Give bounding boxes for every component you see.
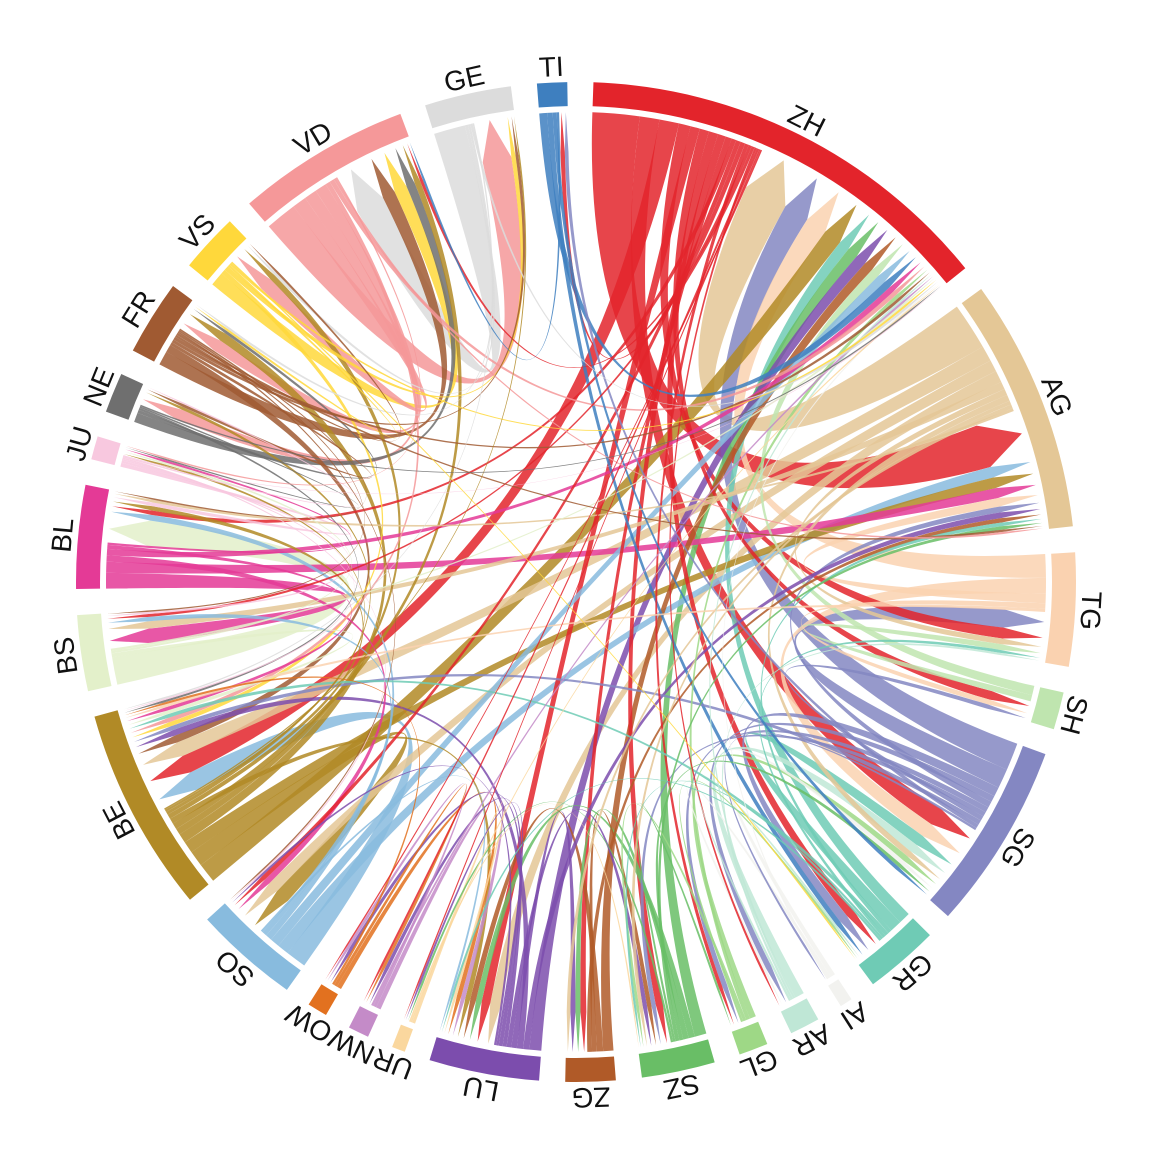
chord-SO-ZH (270, 250, 910, 946)
sector-arc-GL (731, 1021, 768, 1055)
chord-VD-VS (237, 197, 427, 412)
chord-SH-TG (801, 623, 1041, 702)
sector-arc-BS (77, 613, 112, 692)
sector-label-SZ: SZ (661, 1068, 702, 1106)
chord-ZH-SG (630, 116, 970, 839)
sector-arc-TI (536, 82, 568, 108)
sector-arc-OW (308, 984, 338, 1015)
sector-arc-SO (207, 903, 301, 990)
chord-VD-AG (333, 178, 1043, 539)
sector-label-TG: TG (1074, 590, 1107, 631)
sector-ring (76, 82, 1077, 1082)
chord-BE-SO (191, 731, 408, 926)
sector-arc-FR (132, 286, 193, 362)
chord-TG-AG (803, 494, 1046, 604)
chord-ZH-AG (591, 112, 1022, 489)
sector-arc-BL (76, 484, 110, 590)
sector-arc-SG (930, 745, 1046, 917)
chord-JU-BL (113, 462, 352, 535)
chord-NW-OW (327, 783, 467, 1008)
sector-arc-ZG (565, 1056, 616, 1082)
sector-arc-VS (189, 221, 247, 281)
sector-arc-AR (780, 998, 819, 1034)
chord-LU-ZG (511, 811, 576, 1052)
sector-arc-SH (1030, 687, 1064, 730)
chord-VS-GE (224, 117, 524, 398)
sector-label-TI: TI (538, 51, 564, 83)
chord-ZH-LU (477, 126, 700, 1042)
chord-BS-BL (109, 520, 350, 685)
sector-arc-JU (91, 436, 121, 466)
chord-VD-JU (126, 177, 422, 486)
chord-GR-BE (129, 680, 889, 936)
chord-GE-VD (350, 125, 501, 373)
sector-arc-TG (1045, 552, 1077, 667)
chord-AG-ZH (698, 160, 983, 432)
chord-AI-AR (686, 782, 831, 1005)
sector-arc-AG (961, 289, 1073, 529)
sector-label-BL: BL (45, 517, 79, 554)
sector-arc-SZ (638, 1039, 715, 1078)
sector-arc-AI (828, 979, 852, 1007)
chord-SO-BE (159, 712, 413, 966)
sector-arc-NW (348, 1006, 379, 1037)
chord-TG-SH (800, 600, 1046, 714)
chord-LU-SZ (506, 809, 652, 1048)
sector-label-LU: LU (460, 1070, 501, 1107)
chord-SG-ZH (719, 178, 1018, 770)
sector-arc-UR (392, 1024, 413, 1052)
chord-SG-TG (794, 606, 1045, 788)
chord-AI-SG (722, 749, 933, 977)
sector-arc-VD (249, 113, 409, 222)
sector-label-ZG: ZG (571, 1081, 611, 1113)
sector-label-BS: BS (48, 635, 84, 676)
chord-GR-SG (745, 732, 952, 931)
sector-arc-GR (858, 918, 930, 985)
chord-AG-BE (143, 346, 991, 765)
chord-UR-LU (412, 800, 506, 1034)
sector-arc-LU (429, 1037, 541, 1081)
sector-arc-BE (94, 710, 209, 900)
sector-arc-ZH (592, 82, 966, 284)
chord-SZ-ZH (660, 222, 879, 1037)
sector-arc-NE (105, 374, 144, 420)
chord-ZG-LU (463, 808, 604, 1052)
chord-LU-BE (135, 696, 529, 1050)
sector-arc-GE (425, 86, 514, 129)
chord-SG-AI (724, 732, 977, 981)
chord-FR-VS (175, 243, 401, 442)
chord-FR-NE (147, 342, 372, 479)
chord-AR-SG (712, 746, 946, 998)
chord-ribbons (106, 112, 1046, 1052)
